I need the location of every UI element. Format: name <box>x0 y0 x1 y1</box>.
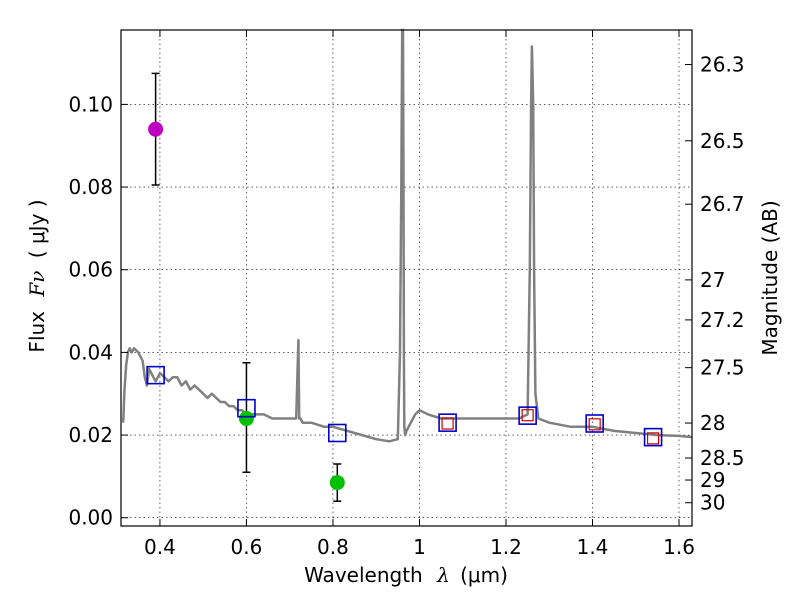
right-axis-label: Magnitude (AB) <box>758 200 782 355</box>
mag-tick-label: 28 <box>700 411 725 435</box>
model-square <box>146 365 165 385</box>
template-spectrum <box>121 28 693 443</box>
axis-ticks: 0.4 0.6 0.8 1 1.2 1.4 1.6 0.00 0.02 0.04 0.06 0.08 0… <box>68 30 745 559</box>
grid <box>121 30 692 526</box>
y-axis-label-symbol: Fν <box>25 271 49 298</box>
y-tick-label: 0.00 <box>68 506 113 530</box>
y-tick-label: 0.04 <box>68 340 113 364</box>
y-tick-label: 0.02 <box>68 423 113 447</box>
y-tick-label: 0.06 <box>68 258 113 282</box>
limit-square <box>441 417 454 430</box>
x-tick-label: 1.4 <box>577 535 609 559</box>
mag-tick-label: 30 <box>700 491 725 515</box>
mag-tick-label: 29 <box>700 468 725 492</box>
model-square <box>518 406 537 425</box>
plot-frame <box>120 29 693 527</box>
model-square <box>438 413 457 432</box>
data-point <box>329 475 345 491</box>
model-square <box>237 398 256 418</box>
x-tick-label: 0.6 <box>231 535 263 559</box>
y-tick-label: 0.08 <box>68 175 113 199</box>
y-axis-label: Flux Fν ( μJy ) <box>25 199 49 352</box>
x-tick-label: 1.2 <box>490 535 522 559</box>
x-axis-label-text: Wavelength <box>304 563 423 587</box>
y-axis-label-unit: ( μJy ) <box>25 199 49 258</box>
spectrum-line <box>121 28 693 443</box>
limit-square <box>521 409 534 422</box>
limit-square <box>588 418 601 431</box>
model-square <box>585 414 604 433</box>
x-tick-label: 0.8 <box>317 535 349 559</box>
x-axis-label-symbol: λ <box>436 563 450 587</box>
x-tick-label: 1.6 <box>663 535 695 559</box>
y-axis-label-text: Flux <box>25 311 49 353</box>
y-tick-label: 0.10 <box>68 92 113 116</box>
data-point <box>148 121 164 137</box>
x-axis-label: Wavelength λ (μm) <box>304 563 508 587</box>
mag-tick-label: 27.2 <box>700 308 745 332</box>
model-square <box>327 423 347 443</box>
data-markers <box>146 121 663 491</box>
x-tick-label: 1 <box>413 535 426 559</box>
mag-tick-label: 27.5 <box>700 356 745 380</box>
mag-tick-label: 27 <box>700 268 725 292</box>
limit-square <box>646 432 660 445</box>
mag-tick-label: 26.7 <box>700 192 745 216</box>
mag-tick-label: 26.3 <box>700 53 745 77</box>
x-axis-label-unit: (μm) <box>460 563 508 587</box>
x-tick-label: 0.4 <box>144 535 176 559</box>
model-square <box>643 427 663 447</box>
mag-tick-label: 26.5 <box>700 129 745 153</box>
mag-tick-label: 28.5 <box>700 446 745 470</box>
data-point <box>238 411 254 427</box>
